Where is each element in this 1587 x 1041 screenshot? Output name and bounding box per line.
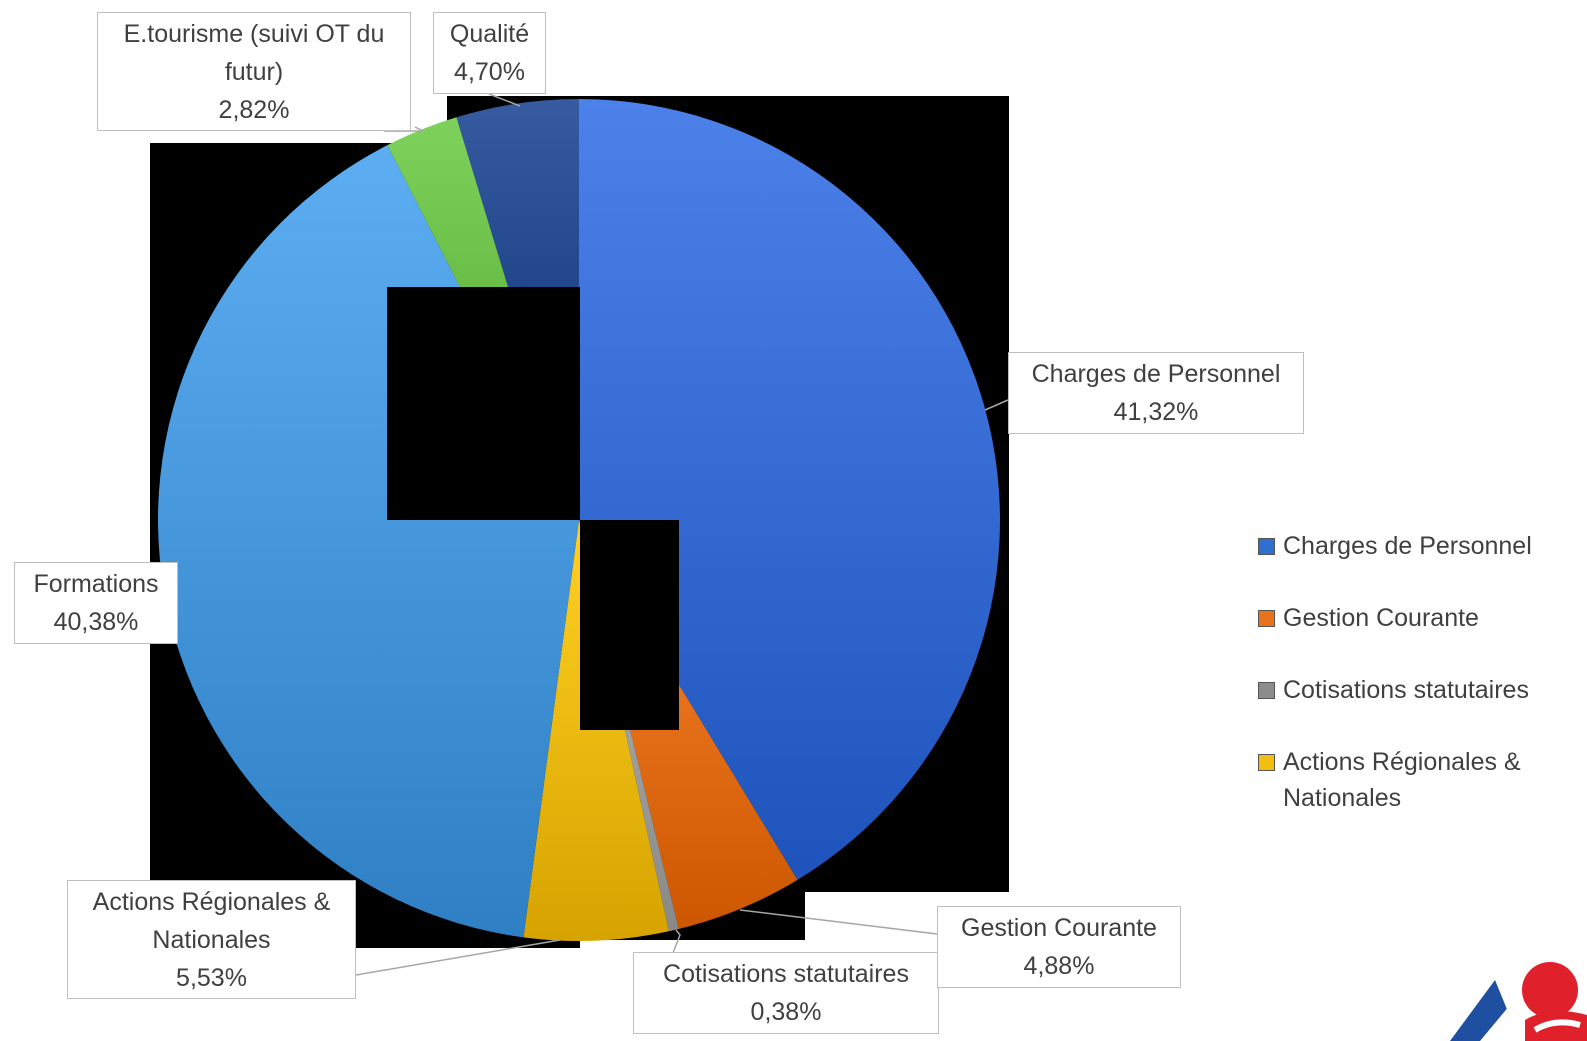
legend-label: Actions Régionales & Nationales	[1283, 748, 1521, 812]
legend-item: Charges de Personnel	[1258, 528, 1578, 564]
data-label-etourisme-name-2: futur)	[224, 57, 284, 86]
legend-swatch	[1258, 538, 1275, 555]
data-label-qualite-value: 4,70%	[454, 58, 525, 86]
data-label-etourisme-value: 2,82%	[218, 95, 290, 124]
data-label-cotisations: Cotisations statutaires 0,38%	[633, 952, 939, 1034]
legend-item: Cotisations statutaires	[1258, 672, 1578, 708]
legend-label: Cotisations statutaires	[1283, 676, 1529, 704]
data-label-actions-name-2: Nationales	[152, 925, 271, 954]
data-label-actions-value: 5,53%	[176, 963, 247, 992]
data-label-charges: Charges de Personnel 41,32%	[1008, 352, 1304, 434]
data-label-actions: Actions Régionales & Nationales 5,53%	[67, 880, 356, 999]
data-label-actions-name-1: Actions Régionales &	[92, 887, 331, 916]
data-label-gestion-name: Gestion Courante	[961, 914, 1157, 942]
data-label-qualite: Qualité 4,70%	[433, 12, 546, 94]
data-label-formations: Formations 40,38%	[14, 562, 178, 644]
chart-occlusion-blocks	[387, 287, 679, 730]
leader-lines	[355, 93, 1009, 987]
data-label-gestion: Gestion Courante 4,88%	[937, 906, 1181, 988]
leader-line	[984, 399, 1009, 411]
data-label-etourisme: E.tourisme (suivi OT du futur) 2,82%	[97, 12, 411, 131]
legend-item: Actions Régionales & Nationales	[1258, 744, 1578, 816]
leader-line	[384, 126, 424, 132]
pie-slice-charges-de-personnel	[579, 99, 1000, 880]
legend-swatch	[1258, 682, 1275, 699]
leader-line	[739, 909, 938, 935]
organization-logo-icon	[1450, 962, 1587, 1041]
data-label-formations-name: Formations	[33, 570, 159, 598]
data-label-formations-value: 40,38%	[53, 608, 139, 636]
legend-label: Charges de Personnel	[1283, 532, 1532, 560]
legend-label: Gestion Courante	[1283, 604, 1479, 632]
leader-line	[488, 93, 521, 107]
data-label-cotisations-value: 0,38%	[750, 998, 822, 1026]
leader-line	[355, 939, 561, 976]
data-label-gestion-value: 4,88%	[1023, 952, 1095, 980]
data-label-cotisations-name: Cotisations statutaires	[663, 960, 909, 988]
legend-item: Gestion Courante	[1258, 600, 1578, 636]
data-label-charges-value: 41,32%	[1113, 398, 1199, 426]
pie-slice-actions-r-gionales-nationales	[523, 520, 669, 941]
data-label-qualite-name: Qualité	[449, 20, 530, 48]
data-label-charges-name: Charges de Personnel	[1031, 360, 1281, 388]
data-label-etourisme-name-1: E.tourisme (suivi OT du	[123, 19, 385, 48]
legend-swatch	[1258, 754, 1275, 771]
legend: Charges de Personnel Gestion Courante Co…	[1258, 528, 1578, 852]
legend-swatch	[1258, 610, 1275, 627]
